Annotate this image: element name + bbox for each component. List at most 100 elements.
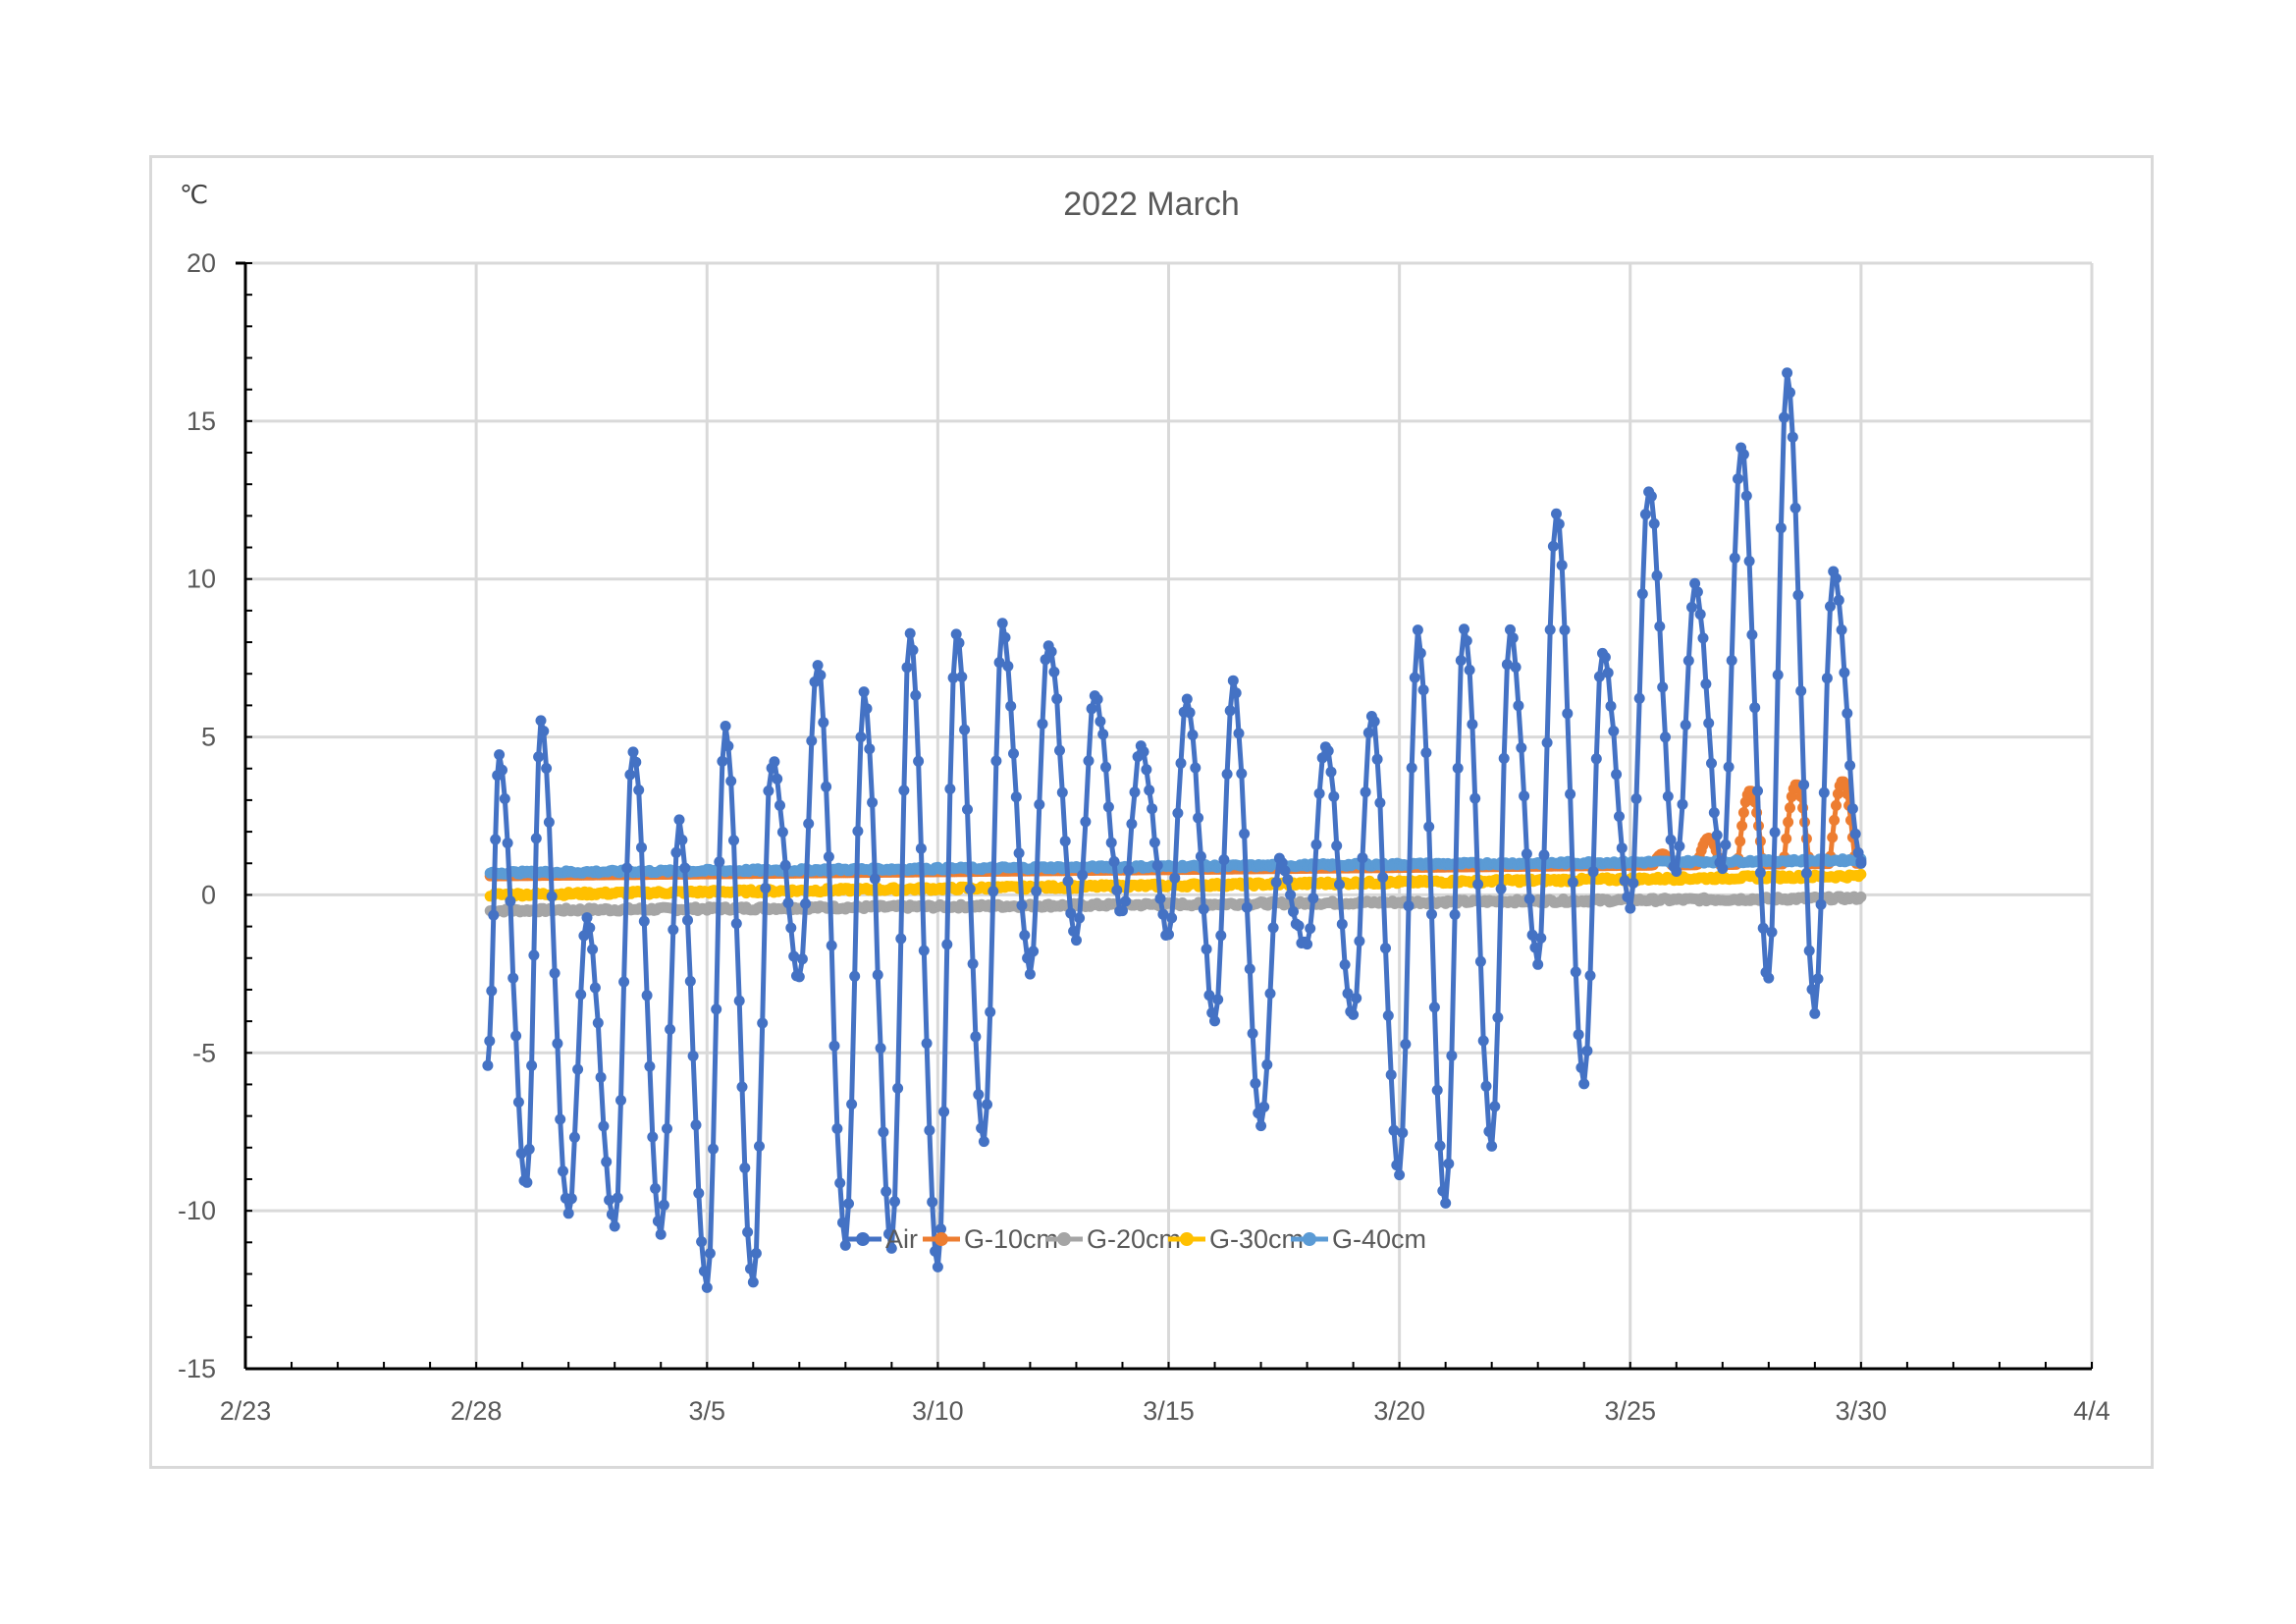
- data-point: [624, 769, 636, 781]
- data-point: [754, 1140, 765, 1152]
- chart-frame: 2022 March ℃ 20 15 10 5 0 -5 -10 -15 2/23 2/28 3/5…: [149, 155, 2154, 1469]
- data-point: [736, 1081, 748, 1093]
- data-point: [821, 781, 832, 792]
- data-point: [889, 1196, 900, 1208]
- data-point: [1737, 807, 1749, 819]
- data-point: [502, 838, 513, 849]
- data-point: [1111, 885, 1123, 896]
- data-point: [1671, 866, 1682, 877]
- data-point: [1062, 875, 1074, 887]
- legend-label: Air: [885, 1224, 918, 1254]
- data-point: [592, 1017, 604, 1029]
- data-point: [1209, 1015, 1220, 1027]
- data-point: [650, 1183, 662, 1194]
- data-point: [1694, 609, 1706, 621]
- data-point: [630, 756, 642, 768]
- data-point: [1138, 746, 1149, 758]
- data-point: [1726, 655, 1737, 667]
- data-point: [1559, 624, 1571, 636]
- data-point: [1360, 786, 1371, 798]
- data-point: [1516, 742, 1527, 754]
- data-point: [1054, 744, 1065, 756]
- data-point: [935, 1223, 946, 1235]
- data-point: [1818, 786, 1830, 798]
- data-point: [1772, 669, 1784, 680]
- data-point: [693, 1187, 705, 1199]
- data-point: [717, 755, 728, 767]
- data-point: [1201, 944, 1212, 955]
- data-point: [484, 1035, 496, 1047]
- data-point: [904, 627, 916, 639]
- data-point: [1157, 908, 1169, 920]
- legend-label: G-20cm: [1087, 1224, 1181, 1254]
- data-point: [950, 628, 962, 640]
- data-point: [1357, 852, 1368, 864]
- data-point: [1752, 785, 1763, 796]
- data-point: [843, 1198, 854, 1210]
- data-point: [1071, 935, 1082, 947]
- data-point: [1117, 905, 1128, 917]
- data-point: [964, 883, 976, 894]
- data-point: [1519, 790, 1530, 802]
- data-point: [1126, 818, 1138, 830]
- data-point: [1526, 929, 1538, 941]
- data-point: [1331, 839, 1343, 851]
- data-point: [806, 735, 818, 746]
- data-point: [1657, 681, 1669, 693]
- data-point: [1743, 556, 1755, 567]
- data-point: [1008, 748, 1019, 759]
- data-point: [1048, 666, 1060, 677]
- data-point: [1013, 847, 1025, 859]
- data-point: [1074, 912, 1086, 924]
- data-point: [1529, 942, 1541, 953]
- data-point: [1809, 1007, 1821, 1019]
- data-point: [978, 1136, 989, 1148]
- data-point: [1034, 798, 1045, 810]
- data-point: [1024, 968, 1036, 980]
- data-point: [621, 862, 633, 874]
- data-point: [982, 1099, 992, 1110]
- data-point: [1846, 803, 1858, 815]
- data-point: [1501, 659, 1513, 671]
- data-point: [1815, 898, 1827, 910]
- data-point: [826, 940, 837, 951]
- legend-label: G-10cm: [964, 1224, 1058, 1254]
- data-point: [913, 755, 925, 767]
- legend-entry-g-10cm: G-10cm: [923, 1224, 1058, 1254]
- data-point: [510, 1030, 522, 1042]
- data-point: [803, 818, 815, 830]
- data-point: [1095, 716, 1106, 728]
- data-point: [812, 660, 824, 672]
- data-point: [1827, 832, 1839, 843]
- data-point: [1371, 753, 1383, 765]
- data-point: [962, 803, 973, 815]
- data-point: [1288, 906, 1299, 917]
- data-point: [1426, 908, 1437, 920]
- x-tick-label: 3/15: [1143, 1396, 1195, 1426]
- data-point: [1080, 816, 1092, 828]
- data-point: [1521, 848, 1532, 860]
- data-point: [1068, 925, 1080, 937]
- data-point: [1474, 955, 1486, 967]
- data-point: [990, 755, 1002, 767]
- data-point: [1855, 892, 1867, 902]
- data-point: [837, 1217, 848, 1228]
- data-point: [1005, 700, 1017, 712]
- data-point: [1625, 902, 1636, 914]
- data-point: [1310, 839, 1322, 850]
- data-point: [932, 1261, 943, 1272]
- data-point: [1697, 632, 1709, 644]
- data-point: [858, 686, 870, 698]
- data-point: [618, 976, 630, 988]
- data-point: [507, 972, 519, 984]
- data-point: [1639, 509, 1651, 520]
- legend-entry-air: Air: [844, 1224, 918, 1254]
- data-point: [1148, 837, 1160, 848]
- data-point: [1803, 945, 1815, 956]
- data-point: [1703, 718, 1715, 729]
- data-point: [763, 785, 774, 796]
- data-point: [1677, 798, 1688, 810]
- data-point: [976, 1122, 988, 1134]
- data-point: [996, 618, 1008, 629]
- data-point: [918, 945, 930, 956]
